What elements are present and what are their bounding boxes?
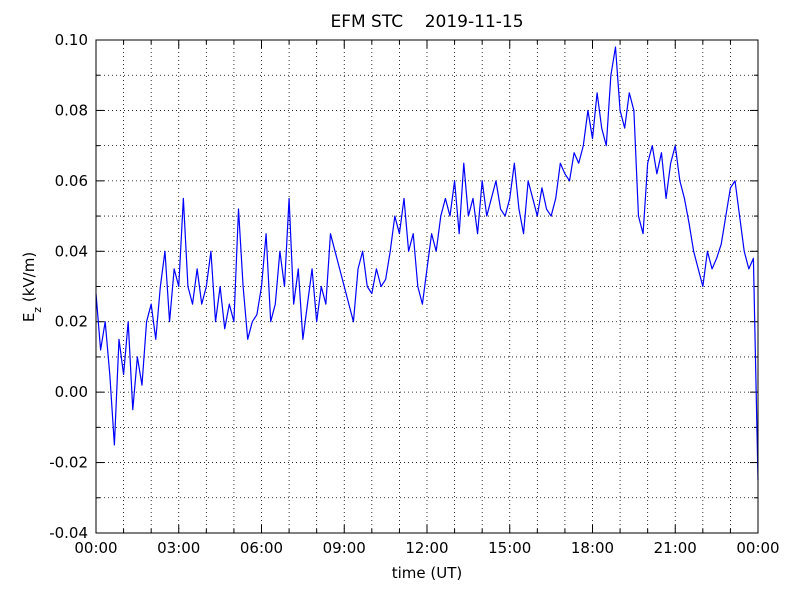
y-tick-label: -0.04 (49, 524, 88, 542)
x-tick-label: 12:00 (405, 539, 448, 557)
y-tick-label: -0.02 (49, 454, 88, 472)
x-tick-label: 21:00 (654, 539, 697, 557)
y-tick-label: 0.08 (55, 101, 88, 119)
y-axis-label: Ez (kV/m) (20, 252, 44, 322)
x-tick-label: 15:00 (488, 539, 531, 557)
y-label-sub: z (31, 307, 44, 313)
y-tick-label: 0.00 (55, 383, 88, 401)
y-tick-label: 0.10 (55, 31, 88, 49)
x-tick-label: 09:00 (323, 539, 366, 557)
y-label-unit: (kV/m) (20, 252, 38, 307)
chart-title: EFM STC 2019-11-15 (330, 12, 523, 32)
x-tick-label: 03:00 (157, 539, 200, 557)
data-line (95, 46, 759, 481)
x-tick-label: 00:00 (736, 539, 779, 557)
y-tick-label: 0.06 (55, 172, 88, 190)
x-tick-label: 18:00 (571, 539, 614, 557)
x-axis-label: time (UT) (392, 564, 463, 582)
y-tick-label: 0.02 (55, 313, 88, 331)
plot-frame (95, 39, 759, 534)
x-tick-label: 06:00 (240, 539, 283, 557)
y-label-main: E (20, 313, 38, 322)
y-tick-label: 0.04 (55, 242, 88, 260)
x-tick-label: 00:00 (74, 539, 117, 557)
